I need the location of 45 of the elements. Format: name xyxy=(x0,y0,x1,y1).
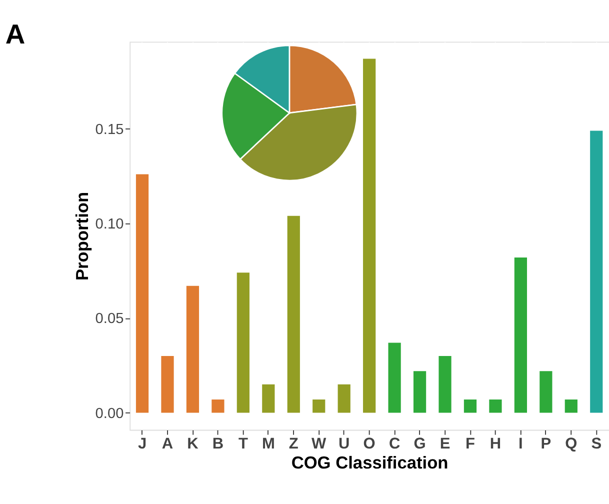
bar xyxy=(287,216,300,413)
x-tick-label: G xyxy=(414,436,426,452)
x-tick-label: O xyxy=(363,436,376,452)
bar xyxy=(438,356,452,413)
x-tick-label: H xyxy=(490,436,502,452)
bar xyxy=(262,384,275,413)
x-tick-label: C xyxy=(388,436,400,452)
bar xyxy=(186,286,200,413)
bar xyxy=(413,371,426,413)
x-tick-label: W xyxy=(312,436,327,452)
x-tick-label: F xyxy=(466,436,475,452)
x-tick-label: P xyxy=(540,436,552,452)
bar xyxy=(388,342,401,413)
x-tick-label: I xyxy=(518,436,523,452)
bar xyxy=(212,399,224,413)
x-tick-label: Q xyxy=(565,436,578,452)
bar xyxy=(540,371,552,413)
y-tick-label: 0.05 xyxy=(95,311,124,328)
y-tick-label: 0.10 xyxy=(95,216,124,232)
bar xyxy=(489,399,502,413)
text: A xyxy=(5,18,26,50)
bar xyxy=(161,356,174,413)
x-tick-label: A xyxy=(162,436,174,452)
y-tick-label: 0.15 xyxy=(95,122,124,138)
bar xyxy=(136,174,149,413)
bar xyxy=(338,384,350,413)
bar xyxy=(464,399,477,413)
x-tick-label: M xyxy=(262,436,275,452)
x-tick-label: K xyxy=(187,436,200,452)
x-tick-label: U xyxy=(338,436,350,452)
x-tick-label: T xyxy=(238,436,248,452)
bar xyxy=(363,58,376,413)
x-tick-label: J xyxy=(138,436,147,452)
x-tick-label: S xyxy=(591,436,602,452)
bar xyxy=(312,399,326,413)
x-tick-label: B xyxy=(212,436,224,452)
bar xyxy=(514,258,528,413)
y-tick-label: 0.00 xyxy=(95,406,124,422)
bar xyxy=(590,130,603,413)
bar xyxy=(564,399,578,413)
x-tick-label: Z xyxy=(288,436,299,452)
x-axis-title: COG Classification xyxy=(291,452,448,473)
bar xyxy=(236,272,250,413)
x-tick-label: E xyxy=(440,436,450,452)
y-axis-title: Proportion xyxy=(72,192,92,280)
